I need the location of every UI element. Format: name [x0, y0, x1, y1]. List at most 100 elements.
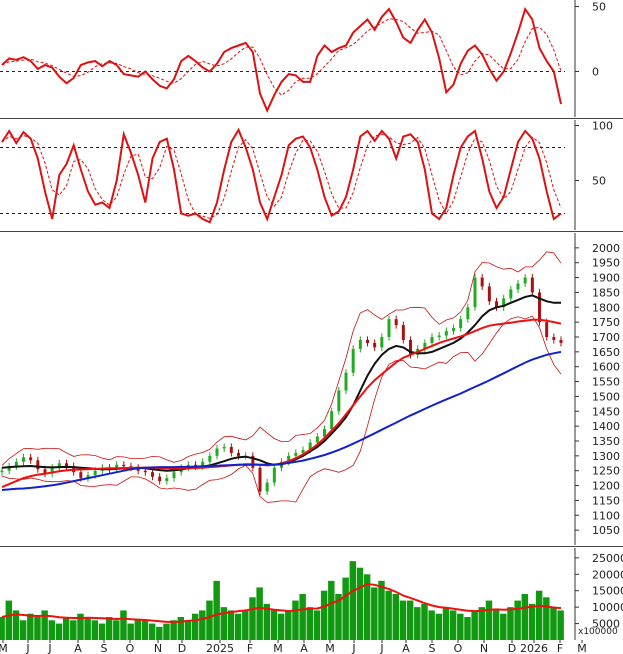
candle-body: [552, 337, 556, 340]
candle-body: [115, 464, 119, 470]
volume-bar: [449, 610, 457, 640]
candle-body: [251, 455, 255, 468]
candle-body: [323, 429, 326, 437]
candle-body: [423, 342, 427, 349]
volume-bar: [48, 620, 56, 640]
candle-body: [143, 470, 147, 473]
candle-body: [373, 342, 377, 348]
stochastic-line: [1, 127, 562, 224]
volume-bar: [485, 600, 493, 640]
y-tick-label: 5000: [592, 618, 620, 631]
x-tick-label: M: [0, 642, 8, 654]
volume-bar: [306, 607, 314, 640]
candle-body: [258, 467, 262, 492]
volume-bar: [163, 623, 170, 640]
volume-bar: [105, 617, 113, 640]
y-tick-label: 1450: [592, 405, 620, 418]
volume-bar: [256, 587, 263, 640]
candle-body: [344, 372, 348, 391]
volume-bar: [371, 587, 378, 640]
volume-bar: [349, 561, 357, 640]
candle-body: [409, 339, 412, 355]
candle-body: [22, 457, 25, 462]
y-tick-label: 10000: [592, 601, 623, 614]
volume-bar: [5, 600, 13, 640]
volume-bar: [213, 580, 220, 640]
upper-band-line: [1, 251, 562, 466]
volume-bar: [134, 620, 142, 640]
candle-body: [208, 455, 212, 462]
volume-bar: [406, 600, 414, 640]
candle-body: [538, 292, 541, 323]
volume-bar: [557, 610, 564, 640]
candle-body: [172, 472, 176, 479]
volume-bar: [12, 610, 20, 640]
volume-bar: [199, 610, 206, 640]
volume-bar: [148, 623, 156, 640]
candle-body: [337, 390, 341, 412]
candle-body: [530, 277, 534, 293]
y-tick-label: 2000: [592, 242, 620, 255]
volume-bar: [19, 620, 27, 640]
volume-bar: [471, 610, 478, 640]
x-tick-label: F: [557, 642, 563, 654]
volume-bar: [442, 607, 450, 640]
volume-bar: [27, 613, 34, 640]
stochastic-panel: 100 50: [0, 120, 623, 232]
y-tick-label: 15000: [592, 585, 623, 598]
candle-body: [215, 448, 219, 456]
ma-long-line: [1, 350, 562, 491]
candle-body: [7, 466, 11, 471]
volume-bar: [335, 594, 342, 640]
y-tick-label: 1650: [592, 346, 620, 359]
volume-bar: [356, 567, 364, 640]
candle-body: [93, 470, 97, 476]
volume-bar: [285, 610, 292, 640]
volume-bar: [363, 574, 371, 640]
volume-bar: [141, 620, 149, 640]
volume-bar: [206, 600, 213, 640]
candle-body: [502, 298, 506, 308]
volume-bar: [464, 617, 471, 640]
candle-body: [487, 286, 491, 302]
y-tick-label: 20000: [592, 568, 623, 581]
volume-bar: [120, 610, 127, 640]
volume-bar: [156, 626, 163, 640]
candle-body: [401, 325, 405, 340]
x-tick-label: M: [273, 642, 283, 654]
candle-body: [14, 461, 18, 467]
candle-body: [50, 467, 54, 474]
volume-bar: [535, 590, 543, 640]
candle-body: [480, 277, 484, 287]
volume-bar: [77, 613, 84, 640]
volume-bar: [91, 620, 99, 640]
volume-bar: [492, 610, 500, 640]
candle-body: [222, 446, 226, 449]
y-tick-label: 1750: [592, 316, 620, 329]
x-tick-label: D: [508, 642, 516, 654]
volume-bar: [34, 617, 41, 640]
candle-body: [308, 442, 312, 450]
y-tick-label: 1500: [592, 390, 620, 403]
x-tick-label: O: [454, 642, 463, 654]
candle-body: [459, 319, 463, 329]
volume-bar: [263, 603, 271, 640]
x-tick-label: S: [429, 642, 436, 654]
candle-body: [559, 339, 563, 343]
x-tick-label: J: [379, 642, 383, 654]
candle-body: [65, 463, 68, 467]
candle-body: [43, 469, 47, 474]
x-tick-label: A: [74, 642, 82, 654]
volume-bar: [378, 580, 385, 640]
candle-body: [509, 289, 513, 299]
y-tick-label: 1700: [592, 331, 620, 344]
candle-body: [194, 464, 197, 467]
candle-body: [330, 411, 334, 430]
candle-body: [380, 337, 384, 348]
candle-body: [516, 283, 520, 290]
candle-body: [351, 348, 355, 373]
candle-body: [430, 337, 434, 343]
candle-body: [452, 328, 455, 332]
